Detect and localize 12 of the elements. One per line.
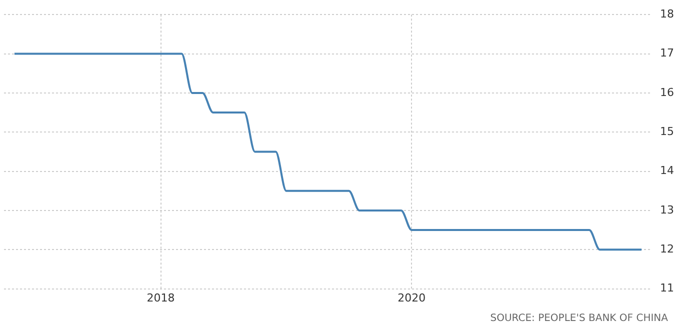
- line-series: [13, 52, 643, 251]
- y-tick-label: 18: [660, 7, 674, 20]
- y-tick-label: 15: [660, 124, 674, 138]
- y-tick-label: 13: [660, 203, 674, 216]
- x-tick-label: 2018: [146, 291, 175, 304]
- y-tick-label: 14: [660, 164, 674, 178]
- source-note: SOURCE: PEOPLE'S BANK OF CHINA: [490, 313, 668, 324]
- y-tick-label: 11: [660, 282, 674, 295]
- x-tick-label: 2020: [398, 291, 426, 304]
- y-tick-label: 12: [660, 242, 674, 256]
- y-tick-label: 16: [660, 86, 674, 99]
- y-tick-label: 17: [660, 46, 674, 60]
